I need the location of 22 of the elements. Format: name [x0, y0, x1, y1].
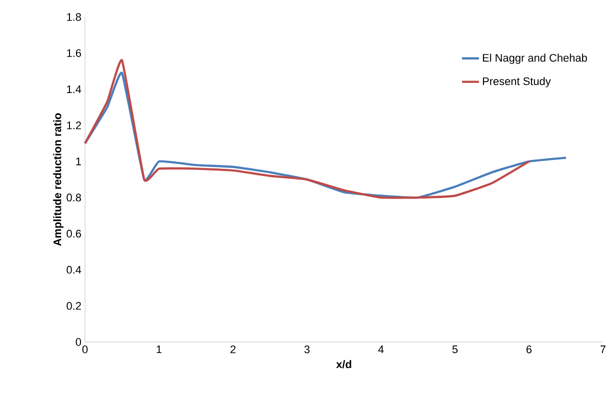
x-tick-label: 0 [82, 346, 88, 354]
y-tick-label: 0.2 [66, 302, 81, 310]
x-tick-label: 2 [230, 346, 236, 354]
y-tick-label: 0.8 [66, 194, 81, 202]
y-tick-label: 0 [76, 338, 82, 346]
x-tick-label: 4 [378, 346, 384, 354]
y-tick-label: 1.4 [67, 85, 82, 93]
y-tick-label: 0.6 [66, 230, 81, 238]
x-tick-label: 7 [600, 346, 606, 354]
legend-label: Present Study [482, 77, 551, 88]
y-tick-label: 1.2 [67, 122, 81, 130]
y-tick-label: 1.6 [67, 49, 81, 57]
y-axis-title: Amplitude reduction ratio [53, 113, 64, 246]
x-tick-label: 6 [526, 346, 532, 354]
y-tick-label: 0.4 [66, 266, 82, 274]
y-tick-label: 1 [76, 158, 81, 166]
x-tick-label: 1 [156, 346, 162, 354]
legend-label: El Naggr and Chehab [482, 54, 587, 64]
x-axis-title: x/d [336, 360, 352, 368]
x-tick-label: 3 [304, 346, 310, 354]
x-tick-label: 5 [452, 346, 458, 354]
y-tick-label: 1.8 [67, 13, 81, 21]
